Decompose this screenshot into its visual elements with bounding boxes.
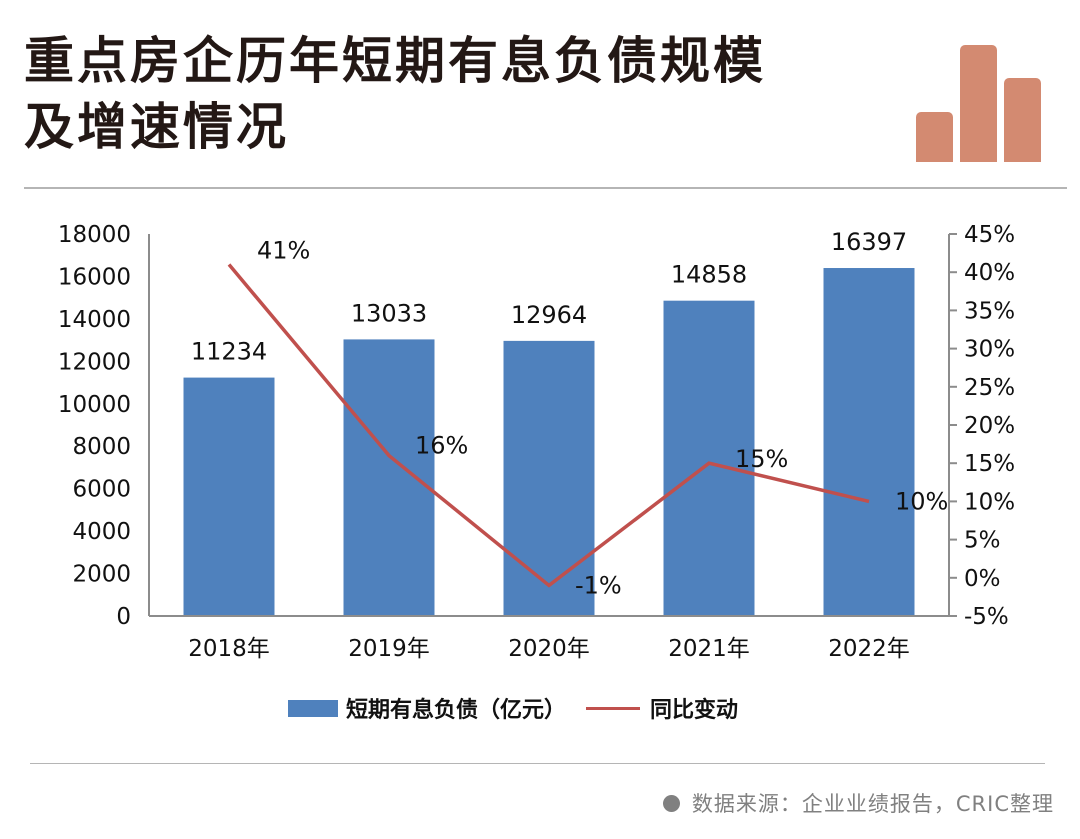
- x-category-label: 2020年: [508, 636, 590, 662]
- right-tick-label: 10%: [964, 489, 1015, 515]
- x-category-label: 2019年: [348, 636, 430, 662]
- bar-value-label: 12964: [511, 301, 587, 329]
- right-tick-label: 15%: [964, 451, 1015, 477]
- title-line-2: 及增速情况: [24, 98, 289, 156]
- bar: [343, 339, 435, 616]
- bar-value-label: 11234: [191, 338, 267, 366]
- left-axis-ticks: 0 2000 4000 6000 8000 10000 12000 14000 16000 180…: [58, 222, 131, 630]
- title-line-1: 重点房企历年短期有息负债规模: [24, 32, 766, 90]
- bar: [823, 268, 915, 616]
- x-category-label: 2018年: [188, 636, 270, 662]
- bar: [503, 340, 595, 616]
- x-category-label: 2021年: [668, 636, 750, 662]
- left-tick-label: 8000: [72, 434, 131, 460]
- left-tick-label: 6000: [72, 477, 131, 503]
- right-axis-ticks: -5% 0% 5% 10% 15% 20% 25% 30% 35% 40% 45%: [949, 222, 1015, 630]
- bar-data-labels: 11234 13033 12964 14858 16397: [191, 228, 907, 366]
- footer-divider: [30, 763, 1045, 764]
- x-axis-labels: 2018年 2019年 2020年 2021年 2022年: [188, 636, 910, 662]
- legend-bar-swatch: [288, 699, 338, 717]
- page-title: 重点房企历年短期有息负债规模 及增速情况: [24, 28, 884, 160]
- bar: [663, 300, 755, 616]
- right-tick-label: 45%: [964, 222, 1015, 248]
- left-tick-label: 0: [116, 604, 131, 630]
- left-tick-label: 2000: [72, 562, 131, 588]
- line-series: [227, 263, 870, 588]
- bar-value-label: 13033: [351, 299, 427, 327]
- line-value-label: 41%: [257, 237, 310, 265]
- right-tick-label: 25%: [964, 375, 1015, 401]
- left-tick-label: 12000: [58, 349, 131, 375]
- right-tick-label: 5%: [964, 528, 1001, 554]
- right-tick-label: 20%: [964, 413, 1015, 439]
- data-source: 数据来源：企业业绩报告，CRIC整理: [662, 788, 1054, 818]
- line-value-label: 10%: [895, 487, 948, 515]
- left-tick-label: 18000: [58, 222, 131, 248]
- bar-value-label: 14858: [671, 261, 747, 289]
- bullet-icon: [662, 794, 680, 812]
- left-tick-label: 10000: [58, 392, 131, 418]
- line-value-label: 16%: [415, 432, 468, 460]
- left-tick-label: 16000: [58, 264, 131, 290]
- combo-chart: 0 2000 4000 6000 8000 10000 12000 14000 16000 180…: [58, 222, 1015, 662]
- line-value-label: -1%: [575, 571, 622, 599]
- right-tick-label: 30%: [964, 337, 1015, 363]
- bar-series: [183, 268, 915, 616]
- bar-value-label: 16397: [831, 228, 907, 256]
- legend-line-swatch: [586, 706, 641, 710]
- legend-line-label: 同比变动: [650, 698, 739, 723]
- legend-bar-label: 短期有息负债（亿元）: [346, 698, 567, 723]
- right-tick-label: 0%: [964, 566, 1001, 592]
- header-divider: [24, 187, 1067, 189]
- x-category-label: 2022年: [828, 636, 910, 662]
- right-tick-label: -5%: [964, 604, 1009, 630]
- chart-legend: 短期有息负债（亿元） 同比变动: [288, 692, 738, 724]
- line-data-labels: 41% 16% -1% 15% 10%: [257, 237, 948, 600]
- source-text: 数据来源：企业业绩报告，CRIC整理: [691, 792, 1054, 816]
- line-value-label: 15%: [735, 445, 788, 473]
- left-tick-label: 14000: [58, 307, 131, 333]
- bar-chart-icon: [916, 44, 1042, 162]
- right-tick-label: 40%: [964, 260, 1015, 286]
- right-tick-label: 35%: [964, 298, 1015, 324]
- left-tick-label: 4000: [72, 519, 131, 545]
- bar: [183, 377, 275, 616]
